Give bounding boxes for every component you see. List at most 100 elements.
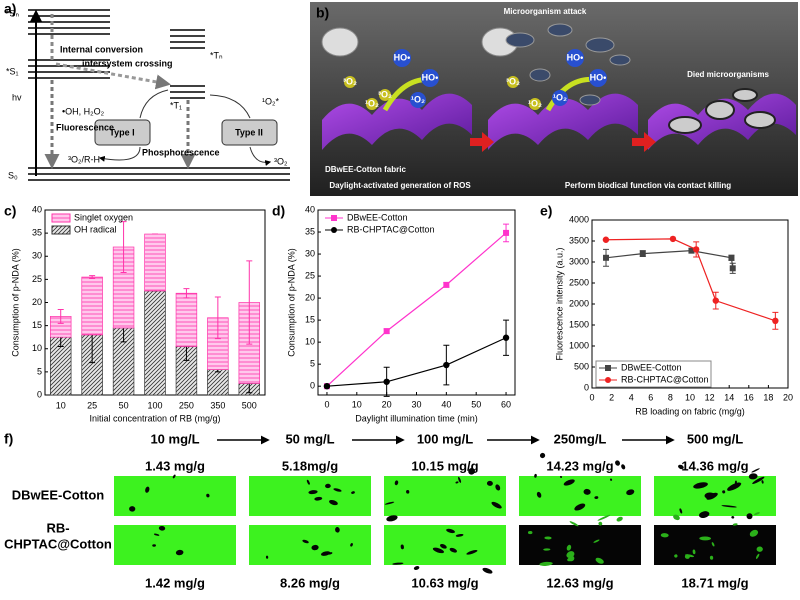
dark-spot xyxy=(610,478,613,481)
dark-spot xyxy=(333,488,342,492)
y-tick-label: 3500 xyxy=(569,235,589,245)
marker xyxy=(639,250,646,257)
live-streak xyxy=(684,554,690,559)
molecule-label: ¹O₂ xyxy=(411,94,425,104)
live-streak xyxy=(660,533,669,538)
y-tick-label: 30 xyxy=(305,248,315,258)
dark-spot xyxy=(615,460,620,466)
x-tick-label: 14 xyxy=(724,392,734,402)
fabric xyxy=(648,93,796,150)
dark-spot xyxy=(621,464,626,470)
live-streak xyxy=(754,512,760,516)
molecule xyxy=(410,92,426,108)
chart: 0 5 10 15 20 25 30 35 40 Consumption of p-NDA (%)… xyxy=(286,204,516,423)
x-tick-label: 6 xyxy=(648,392,653,402)
dark-spot xyxy=(466,549,478,555)
marker xyxy=(323,382,331,390)
marker xyxy=(602,236,610,243)
dark-spot xyxy=(152,544,156,547)
stain-image xyxy=(249,476,371,516)
fabric xyxy=(322,93,472,150)
x-tick-label: 40 xyxy=(441,399,451,409)
molecule xyxy=(393,49,411,67)
live-streak xyxy=(566,551,575,559)
dark-spot xyxy=(386,515,398,522)
y-tick-label: 20 xyxy=(305,292,315,302)
dark-spot xyxy=(172,474,176,479)
marker xyxy=(383,378,390,385)
bar-segment xyxy=(144,290,166,396)
y-tick-label: 4000 xyxy=(569,214,589,224)
dark-spot xyxy=(698,511,710,518)
x-tick-label: 25 xyxy=(87,400,97,410)
y-tick-label: 1000 xyxy=(569,340,589,350)
type1-label: Type I xyxy=(109,127,134,137)
legend-label: OH radical xyxy=(74,224,117,234)
legend-box xyxy=(595,360,712,388)
error-bar xyxy=(89,275,96,279)
x-tick-label: 100 xyxy=(147,400,162,410)
type2-cycle xyxy=(209,94,270,162)
y-tick-label: 20 xyxy=(32,297,42,307)
panel-b: Microorganism attack Died microorganisms… xyxy=(310,2,798,196)
dark-spot xyxy=(583,488,591,495)
concentration: 100 mg/L xyxy=(417,431,473,446)
marker xyxy=(688,247,695,254)
marker xyxy=(772,317,779,324)
molecule-label: HO• xyxy=(590,72,607,82)
stain-image xyxy=(654,525,776,565)
y-tick-label: 35 xyxy=(305,226,315,236)
dark-spot xyxy=(482,567,493,574)
loading: 10.15 mg/g xyxy=(411,458,478,473)
y-tick-label: 30 xyxy=(32,251,42,261)
y-tick-label: 1500 xyxy=(569,319,589,329)
dark-spot xyxy=(679,508,683,514)
error-bar xyxy=(57,308,64,324)
live-streak xyxy=(756,546,763,552)
microorganism xyxy=(547,23,573,37)
dark-spot xyxy=(455,533,464,537)
dark-spot xyxy=(534,473,537,478)
y-tick-label: 15 xyxy=(32,320,42,330)
dark-spot xyxy=(440,543,447,549)
panel-label: c) xyxy=(4,203,16,219)
dark-spot xyxy=(594,496,599,499)
loading: 10.63 mg/g xyxy=(411,575,478,590)
legend-marker xyxy=(331,227,337,233)
stain-image xyxy=(519,476,641,516)
loading: 14.36 mg/g xyxy=(681,458,748,473)
dark-spot xyxy=(693,482,708,489)
y-tick-label: 5 xyxy=(37,366,42,376)
loading: 1.43 mg/g xyxy=(145,458,205,473)
dark-spot xyxy=(413,566,420,570)
live-streak xyxy=(711,542,715,547)
legend-label: RB-CHPTAC@Cotton xyxy=(347,224,435,234)
dark-spot xyxy=(486,480,493,486)
marker xyxy=(692,246,700,253)
dark-spot xyxy=(727,482,742,491)
x-tick-label: 500 xyxy=(242,400,257,410)
dark-spot xyxy=(206,493,210,498)
x-axis-label: Daylight illumination time (min) xyxy=(355,413,478,423)
error-bar xyxy=(246,260,253,345)
dark-spot xyxy=(751,468,760,473)
x-tick-label: 350 xyxy=(210,400,225,410)
level-label: *T₁ xyxy=(170,100,182,110)
live-streak xyxy=(595,557,604,564)
panel-label: e) xyxy=(540,203,552,219)
concentration: 50 mg/L xyxy=(285,431,334,446)
dark-spot xyxy=(458,476,462,483)
live-streak xyxy=(674,554,678,558)
level-label: *Sₙ xyxy=(6,8,20,18)
y-tick-label: 10 xyxy=(32,343,42,353)
stain-image xyxy=(114,525,236,565)
dark-spot xyxy=(761,480,764,484)
dark-spot xyxy=(574,503,586,511)
x-tick-label: 4 xyxy=(629,392,634,402)
bar-segment xyxy=(207,369,229,396)
molecule-label: HO• xyxy=(567,52,584,62)
live-streak xyxy=(692,549,696,555)
dark-spot xyxy=(559,475,563,478)
